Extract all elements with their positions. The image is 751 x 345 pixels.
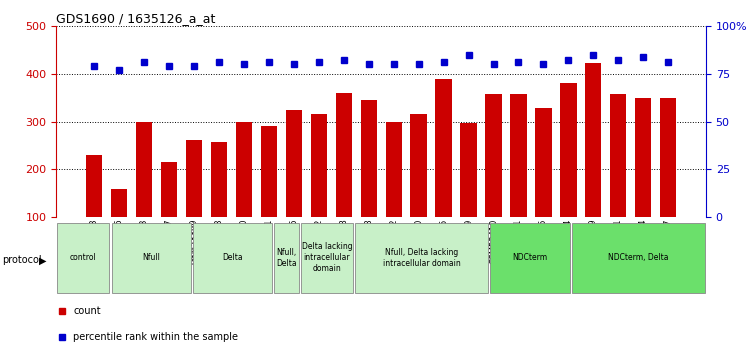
Bar	[511, 94, 526, 265]
Text: GDS1690 / 1635126_a_at: GDS1690 / 1635126_a_at	[56, 12, 216, 25]
Bar	[460, 122, 477, 265]
Bar	[336, 93, 351, 265]
Bar	[274, 223, 299, 293]
Text: Nfull,
Delta: Nfull, Delta	[276, 248, 297, 268]
Bar	[485, 94, 502, 265]
Bar	[436, 79, 451, 265]
Text: control: control	[70, 253, 97, 263]
Text: Nfull, Delta lacking
intracellular domain: Nfull, Delta lacking intracellular domai…	[383, 248, 460, 268]
Bar	[136, 122, 152, 265]
Bar	[535, 108, 551, 265]
Bar	[161, 162, 177, 265]
Bar	[57, 223, 110, 293]
Bar	[490, 223, 569, 293]
Bar	[635, 98, 651, 265]
Bar	[385, 122, 402, 265]
Bar	[355, 223, 488, 293]
Bar	[86, 155, 102, 265]
Bar	[112, 223, 191, 293]
Bar	[111, 189, 127, 265]
Bar	[411, 115, 427, 265]
Bar	[211, 142, 227, 265]
Text: NDCterm: NDCterm	[512, 253, 547, 263]
Bar	[261, 126, 277, 265]
Bar	[285, 110, 302, 265]
Bar	[611, 94, 626, 265]
Bar	[585, 63, 602, 265]
Bar	[185, 140, 202, 265]
Text: Nfull: Nfull	[142, 253, 160, 263]
Bar	[660, 98, 677, 265]
Bar	[560, 83, 577, 265]
Bar	[572, 223, 705, 293]
Bar	[301, 223, 353, 293]
Bar	[236, 122, 252, 265]
Text: NDCterm, Delta: NDCterm, Delta	[608, 253, 668, 263]
Text: ▶: ▶	[39, 256, 47, 265]
Text: percentile rank within the sample: percentile rank within the sample	[74, 332, 238, 342]
Text: Delta lacking
intracellular
domain: Delta lacking intracellular domain	[302, 242, 352, 274]
Bar	[193, 223, 272, 293]
Bar	[360, 100, 377, 265]
Text: Delta: Delta	[222, 253, 243, 263]
Text: count: count	[74, 306, 101, 316]
Text: protocol: protocol	[2, 256, 42, 265]
Bar	[311, 115, 327, 265]
